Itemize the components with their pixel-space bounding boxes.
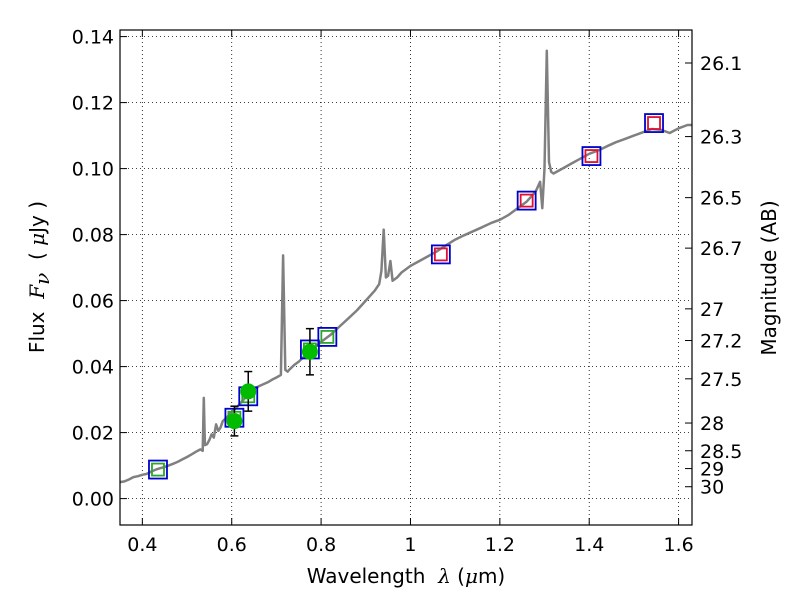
model-photometry-outer-square bbox=[430, 244, 451, 265]
magnitude-tick-label: 26.5 bbox=[700, 188, 742, 210]
y-tick-label: 0.12 bbox=[72, 93, 114, 115]
axis-ticks: 0.4 0.6 0.8 1 1.2 1.4 1.6 0.00 0.02 0.04 0.06 0.08 0… bbox=[72, 27, 743, 556]
x-tick-label: 1.4 bbox=[574, 534, 604, 556]
right-axis-label: Magnitude (AB) bbox=[757, 200, 781, 355]
magnitude-tick-label: 27.5 bbox=[700, 369, 742, 391]
model-spectrum-layer bbox=[119, 49, 692, 484]
y-axis-label: Flux Fν ( μJy ) bbox=[25, 201, 54, 353]
magnitude-tick-label: 29 bbox=[700, 459, 724, 481]
model-photometry-inner-square bbox=[584, 149, 599, 163]
plot-frame bbox=[119, 29, 693, 526]
magnitude-tick-label: 26.7 bbox=[700, 238, 742, 260]
grid-lines bbox=[120, 30, 692, 525]
magnitude-tick-label: 30 bbox=[700, 477, 724, 499]
observed-point bbox=[301, 343, 318, 360]
y-tick-label: 0.02 bbox=[72, 423, 114, 445]
observed-point bbox=[240, 383, 257, 400]
x-tick-label: 1 bbox=[404, 534, 416, 556]
y-tick-label: 0.14 bbox=[72, 27, 114, 49]
magnitude-tick-label: 28.5 bbox=[700, 441, 742, 463]
x-tick-label: 0.4 bbox=[127, 534, 157, 556]
x-tick-label: 1.2 bbox=[485, 534, 515, 556]
model-photometry-inner-square bbox=[647, 116, 661, 130]
model-photometry-outer-square bbox=[644, 113, 664, 133]
x-tick-label: 1.6 bbox=[663, 534, 693, 556]
x-axis-label: Wavelength λ (μm) bbox=[307, 564, 506, 588]
y-tick-label: 0.04 bbox=[72, 357, 114, 379]
x-tick-label: 0.8 bbox=[306, 534, 336, 556]
magnitude-tick-label: 26.1 bbox=[700, 53, 742, 75]
magnitude-tick-label: 27 bbox=[700, 299, 724, 321]
y-tick-label: 0.08 bbox=[72, 225, 114, 247]
model-photometry-inner-square bbox=[519, 193, 534, 208]
model-photometry-inner-square bbox=[320, 329, 335, 344]
model-photometry-inner-square bbox=[151, 462, 165, 477]
model-photometry-inner-square bbox=[433, 247, 448, 262]
magnitude-tick-label: 26.3 bbox=[700, 127, 742, 149]
y-tick-label: 0.10 bbox=[72, 159, 114, 181]
model-spectrum-line bbox=[119, 49, 692, 484]
x-tick-label: 0.6 bbox=[217, 534, 247, 556]
model-photometry-outer-square bbox=[516, 190, 537, 211]
model-photometry-outer-square bbox=[148, 459, 168, 480]
y-tick-label: 0.00 bbox=[72, 489, 114, 511]
model-photometry-outer-square bbox=[317, 326, 338, 347]
model-photometry-outer-square bbox=[581, 146, 602, 166]
y-tick-label: 0.06 bbox=[72, 291, 114, 313]
magnitude-tick-label: 27.2 bbox=[700, 331, 742, 353]
observed-point bbox=[226, 413, 243, 430]
magnitude-tick-label: 28 bbox=[700, 413, 724, 435]
observed-photometry-layer bbox=[226, 327, 318, 437]
